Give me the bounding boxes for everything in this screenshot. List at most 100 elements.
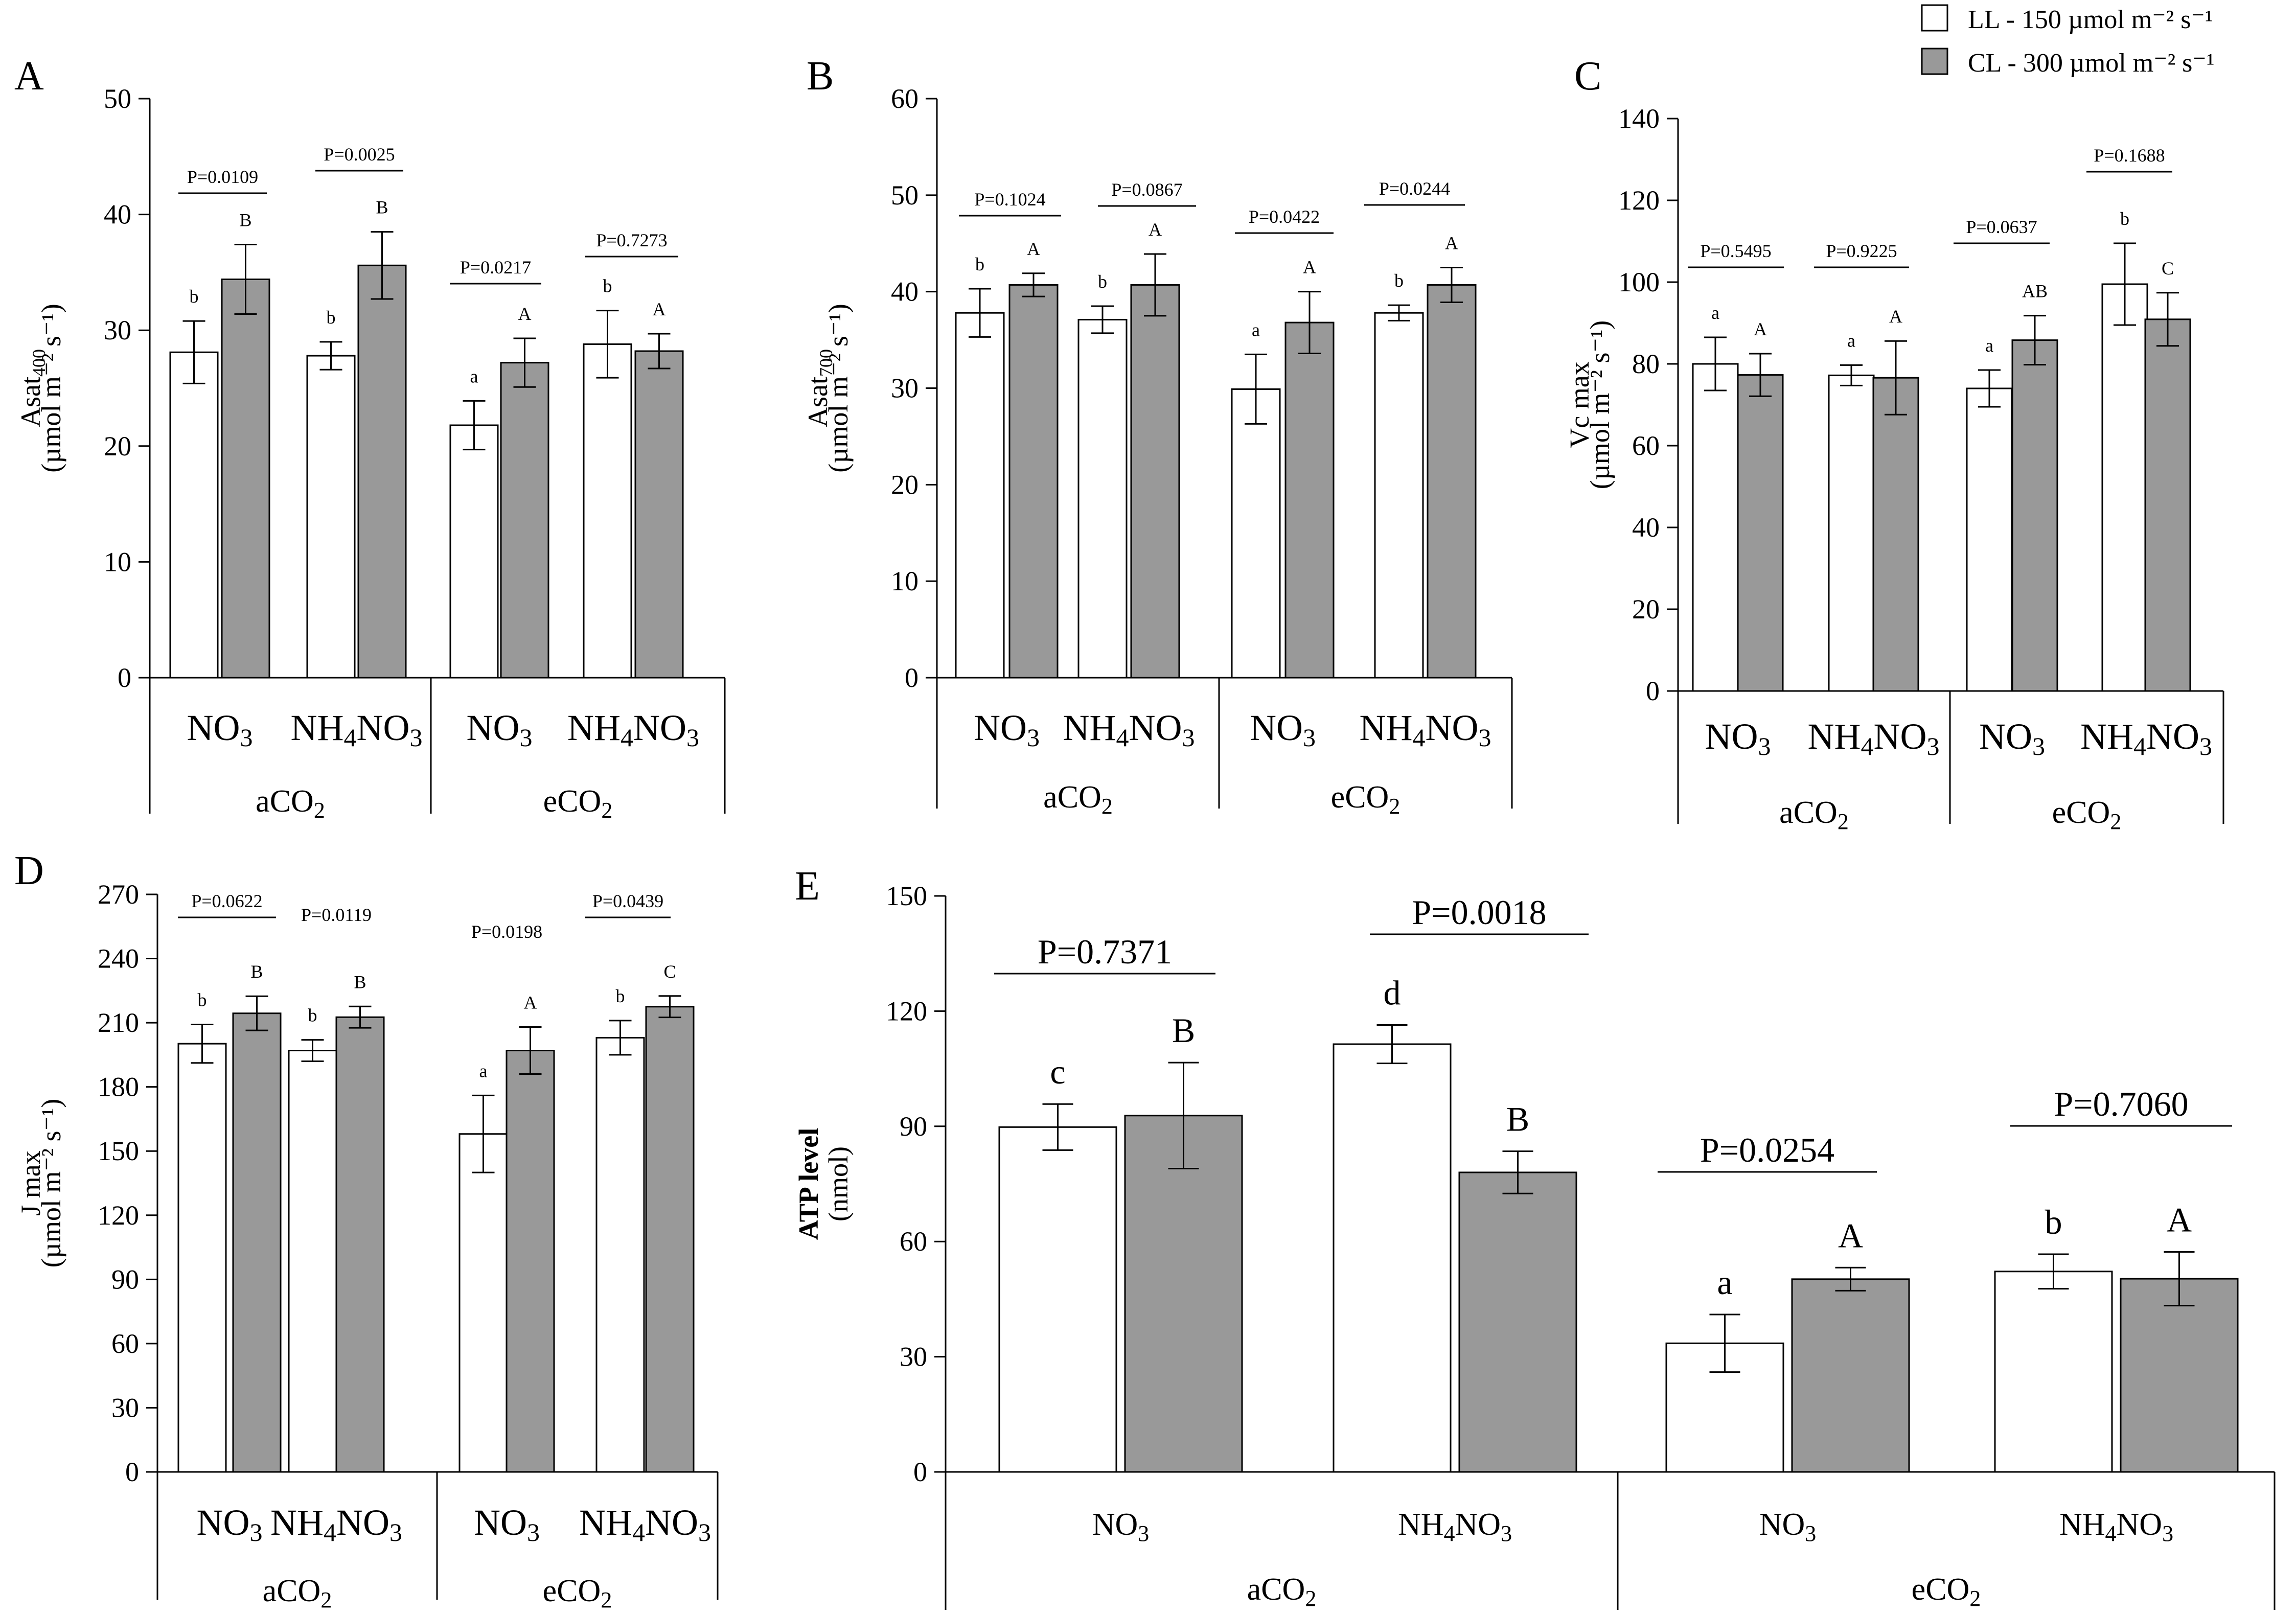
chart-panel-D: D 0 30 60 90 120 150 180 210 240 270 J max(µmol m⁻²… (14, 848, 719, 1612)
panel-letter: B (807, 54, 834, 99)
bar-LL (583, 343, 632, 679)
legend-swatch-LL (1921, 4, 1948, 32)
significance-letter: A (1149, 219, 1162, 240)
bar-CL (634, 350, 684, 679)
y-tick-label: 60 (1632, 430, 1660, 461)
bar-CL (1791, 1278, 1910, 1473)
bar-LL (1374, 312, 1424, 679)
category-label: NH4NO3 (579, 1502, 711, 1547)
bar-CL (335, 1016, 385, 1473)
p-value-label: P=0.5495 (1700, 241, 1771, 261)
bar-CL (1008, 284, 1059, 679)
chart-panel-B: B 0 10 20 30 40 50 60 Asat700(µmol m⁻² s⁻¹) b A P=0… (802, 54, 1513, 819)
y-tick-label: 60 (891, 83, 919, 114)
significance-letter: A (1754, 319, 1767, 339)
y-axis-title: ATP level (793, 1128, 824, 1240)
category-label: NO3 (197, 1502, 263, 1547)
bar-CL (2011, 339, 2058, 692)
y-tick-label: 0 (913, 1457, 927, 1487)
bar-CL (1130, 284, 1180, 679)
category-label: NO3 (1250, 707, 1316, 752)
chart-panel-C: C 0 20 40 60 80 100 120 140 Vc max(µmol m⁻² s⁻¹) a… (1564, 54, 2224, 834)
y-tick-label: 180 (98, 1072, 139, 1102)
p-value-label: P=0.0025 (324, 144, 395, 165)
y-tick-label: 120 (1618, 185, 1660, 216)
y-axis-title: Asat700 (802, 349, 836, 427)
significance-letter: AB (2022, 281, 2048, 302)
y-axis-title: Vc max (1564, 361, 1595, 448)
significance-letter: B (239, 210, 251, 230)
significance-letter: b (1098, 271, 1107, 292)
bar-CL (1284, 321, 1335, 679)
y-tick-label: 10 (104, 546, 131, 577)
category-label: NH4NO3 (567, 707, 699, 752)
panel-letter: E (795, 864, 820, 909)
category-label: NO3 (187, 707, 253, 752)
p-value-label: P=0.0637 (1966, 217, 2037, 237)
significance-letter: B (354, 972, 366, 992)
bar-LL (1077, 318, 1128, 679)
significance-letter: a (479, 1060, 488, 1081)
significance-letter: A (1303, 257, 1316, 278)
bar-CL (357, 264, 407, 679)
significance-letter: b (603, 276, 612, 296)
y-tick-label: 150 (886, 881, 927, 911)
legend-label: CL - 300 µmol m⁻² s⁻¹ (1968, 49, 2214, 78)
bar-LL (1333, 1043, 1452, 1473)
p-value-label: P=0.0109 (187, 167, 258, 187)
legend: LL - 150 µmol m⁻² s⁻¹ CL - 300 µmol m⁻² s… (1921, 4, 2214, 78)
y-tick-label: 0 (1646, 676, 1660, 706)
y-tick-label: 30 (891, 373, 919, 404)
y-tick-label: 50 (104, 83, 131, 114)
p-value-label: P=0.0422 (1249, 206, 1320, 227)
significance-letter: A (524, 992, 537, 1012)
y-tick-label: 100 (1618, 267, 1660, 297)
significance-letter: B (376, 197, 388, 218)
bar-LL (1966, 387, 2013, 692)
category-label: NO3 (1759, 1507, 1817, 1546)
significance-letter: a (1985, 335, 1993, 356)
bar-CL (2120, 1278, 2239, 1473)
y-tick-label: 30 (900, 1342, 927, 1372)
legend-label: LL - 150 µmol m⁻² s⁻¹ (1968, 5, 2213, 34)
category-label: NH4NO3 (291, 707, 423, 752)
y-tick-label: 270 (98, 879, 139, 910)
significance-letter: A (1445, 233, 1458, 253)
p-value-label: P=0.0867 (1111, 179, 1182, 200)
y-tick-label: 20 (104, 431, 131, 462)
significance-letter: b (1394, 270, 1404, 291)
bar-CL (1458, 1171, 1577, 1473)
category-label: NH4NO3 (270, 1502, 402, 1547)
significance-letter: C (663, 961, 676, 982)
category-label: NH4NO3 (1360, 707, 1491, 752)
y-axis-title: J max (15, 1150, 46, 1216)
y-tick-label: 0 (125, 1457, 139, 1487)
y-axis-unit: (µmol m⁻² s⁻¹) (36, 304, 66, 473)
significance-letter: B (1172, 1011, 1195, 1050)
y-axis-unit: (µmol m⁻² s⁻¹) (1585, 320, 1615, 490)
significance-letter: A (1027, 239, 1040, 259)
y-tick-label: 90 (111, 1264, 139, 1295)
significance-letter: d (1384, 973, 1401, 1012)
panel-letter: D (14, 848, 44, 893)
bar-LL (169, 351, 219, 679)
significance-letter: a (1252, 319, 1260, 340)
co2-group-label: aCO2 (1043, 780, 1113, 819)
significance-letter: c (1050, 1052, 1065, 1091)
panel-letter: C (1574, 54, 1601, 99)
p-value-label: P=0.7371 (1038, 932, 1172, 971)
category-label: NO3 (1979, 716, 2045, 760)
significance-letter: A (2167, 1200, 2192, 1239)
bar-LL (595, 1036, 645, 1473)
p-value-label: P=0.0622 (191, 891, 262, 911)
category-label: NH4NO3 (2080, 716, 2212, 760)
significance-letter: A (653, 299, 666, 319)
chart-panel-A: A 0 10 20 30 40 50 Asat400(µmol m⁻² s⁻¹) b B P=0.0… (14, 54, 726, 823)
p-value-label: P=0.9225 (1826, 241, 1897, 261)
p-value-label: P=0.0217 (460, 257, 531, 278)
co2-group-label: eCO2 (543, 784, 613, 823)
y-tick-label: 0 (905, 662, 919, 693)
bar-LL (177, 1043, 227, 1473)
y-tick-label: 150 (98, 1136, 139, 1166)
